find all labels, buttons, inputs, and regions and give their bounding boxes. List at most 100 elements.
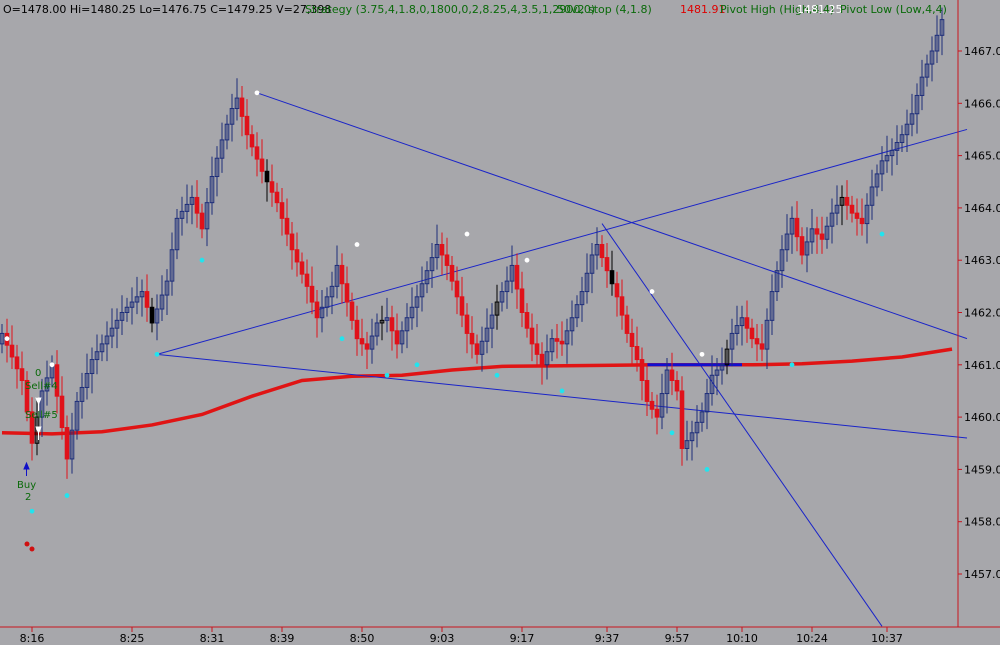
x-tick-label: 8:31 [200, 632, 225, 645]
price-bar-body [124, 306, 130, 313]
price-bar-body [614, 283, 620, 298]
pivot-low-marker [494, 372, 500, 378]
price-bar-body [204, 202, 210, 230]
price-bar-body [424, 270, 430, 285]
price-bar-body [449, 264, 455, 282]
price-bar-body [314, 301, 320, 319]
price-bar-body [829, 212, 835, 227]
price-bar-body [234, 97, 240, 110]
trend-line [156, 353, 968, 439]
pivot-low-marker [669, 430, 675, 436]
price-bar-body [544, 351, 550, 366]
price-bar-body [604, 257, 610, 272]
price-bar-body [719, 364, 725, 371]
price-bar-body [749, 327, 755, 340]
price-bar-body [89, 359, 95, 375]
price-bar-body [519, 288, 525, 313]
price-bar-body [9, 344, 15, 358]
price-bar-body [494, 301, 500, 316]
price-bar-body [239, 97, 245, 117]
price-bar-body [84, 373, 90, 388]
price-bar-body [754, 338, 760, 345]
trend-line [601, 223, 883, 627]
price-bar-body [414, 296, 420, 308]
price-bar-body [599, 244, 605, 259]
price-bar-body [219, 139, 225, 159]
x-tick-label: 10:24 [796, 632, 828, 645]
price-bar-body [929, 50, 935, 65]
price-bar-body [619, 296, 625, 316]
price-bar-body [339, 264, 345, 285]
price-bar-body [729, 332, 735, 350]
price-bar-body [574, 304, 580, 319]
price-bar-body [129, 301, 135, 308]
price-bar-body [709, 374, 715, 395]
y-tick-label: 1458.00 [964, 516, 1000, 529]
price-bar-body [319, 306, 325, 319]
price-bar-body [739, 317, 745, 327]
price-bar-body [644, 379, 650, 402]
price-bar-body [889, 149, 895, 157]
price-bar-body [369, 335, 375, 350]
price-bar-body [284, 217, 290, 235]
price-bar-body [329, 285, 335, 298]
x-tick-label: 9:03 [430, 632, 455, 645]
pivot-high-marker [254, 90, 260, 96]
price-bar-body [74, 400, 80, 431]
price-bar-body [589, 254, 595, 274]
price-bar-body [394, 330, 400, 345]
price-bar-body [894, 142, 900, 151]
price-bar-body [39, 390, 45, 418]
buy-signal-label: Buy [17, 480, 36, 491]
price-bar-body [699, 411, 705, 423]
y-tick-label: 1464.00 [964, 202, 1000, 215]
price-bar-body [884, 155, 890, 162]
last-value: 1481.25 [797, 3, 843, 16]
y-tick-label: 1466.00 [964, 97, 1000, 110]
price-bar-body [939, 19, 945, 36]
price-bar-body [774, 270, 780, 293]
price-bar-body [704, 393, 710, 413]
price-bar-body [514, 264, 520, 290]
price-bar-body [479, 340, 485, 355]
price-bar-body [934, 34, 940, 52]
price-bar-body [164, 280, 170, 296]
price-bar-body [179, 210, 185, 219]
price-bar-body [559, 340, 565, 345]
price-bar-body [914, 94, 920, 115]
price-bar-body [249, 134, 255, 148]
price-bar-body [134, 296, 140, 303]
x-tick-label: 9:57 [665, 632, 690, 645]
price-bar-body [439, 244, 445, 256]
price-bar-body [374, 322, 380, 337]
price-bar-body [684, 440, 690, 449]
price-bar-body [104, 335, 110, 345]
price-bar-body [724, 348, 730, 366]
price-bar-body [874, 173, 880, 188]
price-bar-body [834, 204, 840, 214]
price-bar-body [839, 196, 845, 206]
price-bar-body [459, 296, 465, 316]
price-bar-body [809, 228, 815, 243]
price-bar-body [159, 294, 165, 310]
price-bar-body [919, 76, 925, 96]
price-bar-body [584, 272, 590, 293]
price-bar-body [504, 280, 510, 293]
price-bar-body [379, 319, 385, 324]
price-bar-body [389, 317, 395, 332]
price-bar-body [819, 233, 825, 240]
price-bar-body [624, 314, 630, 334]
price-bar-body [759, 343, 765, 350]
price-bars [0, 7, 945, 479]
pivot-low-marker [559, 388, 565, 394]
price-bar-body [824, 225, 830, 240]
price-bar-body [444, 254, 450, 266]
trend-line [156, 128, 968, 355]
price-bar-body [214, 157, 220, 178]
price-bar-body [899, 134, 905, 144]
stop-value: 1481.91 [680, 3, 726, 16]
price-bar-body [94, 351, 100, 361]
price-bar-body [79, 386, 85, 402]
